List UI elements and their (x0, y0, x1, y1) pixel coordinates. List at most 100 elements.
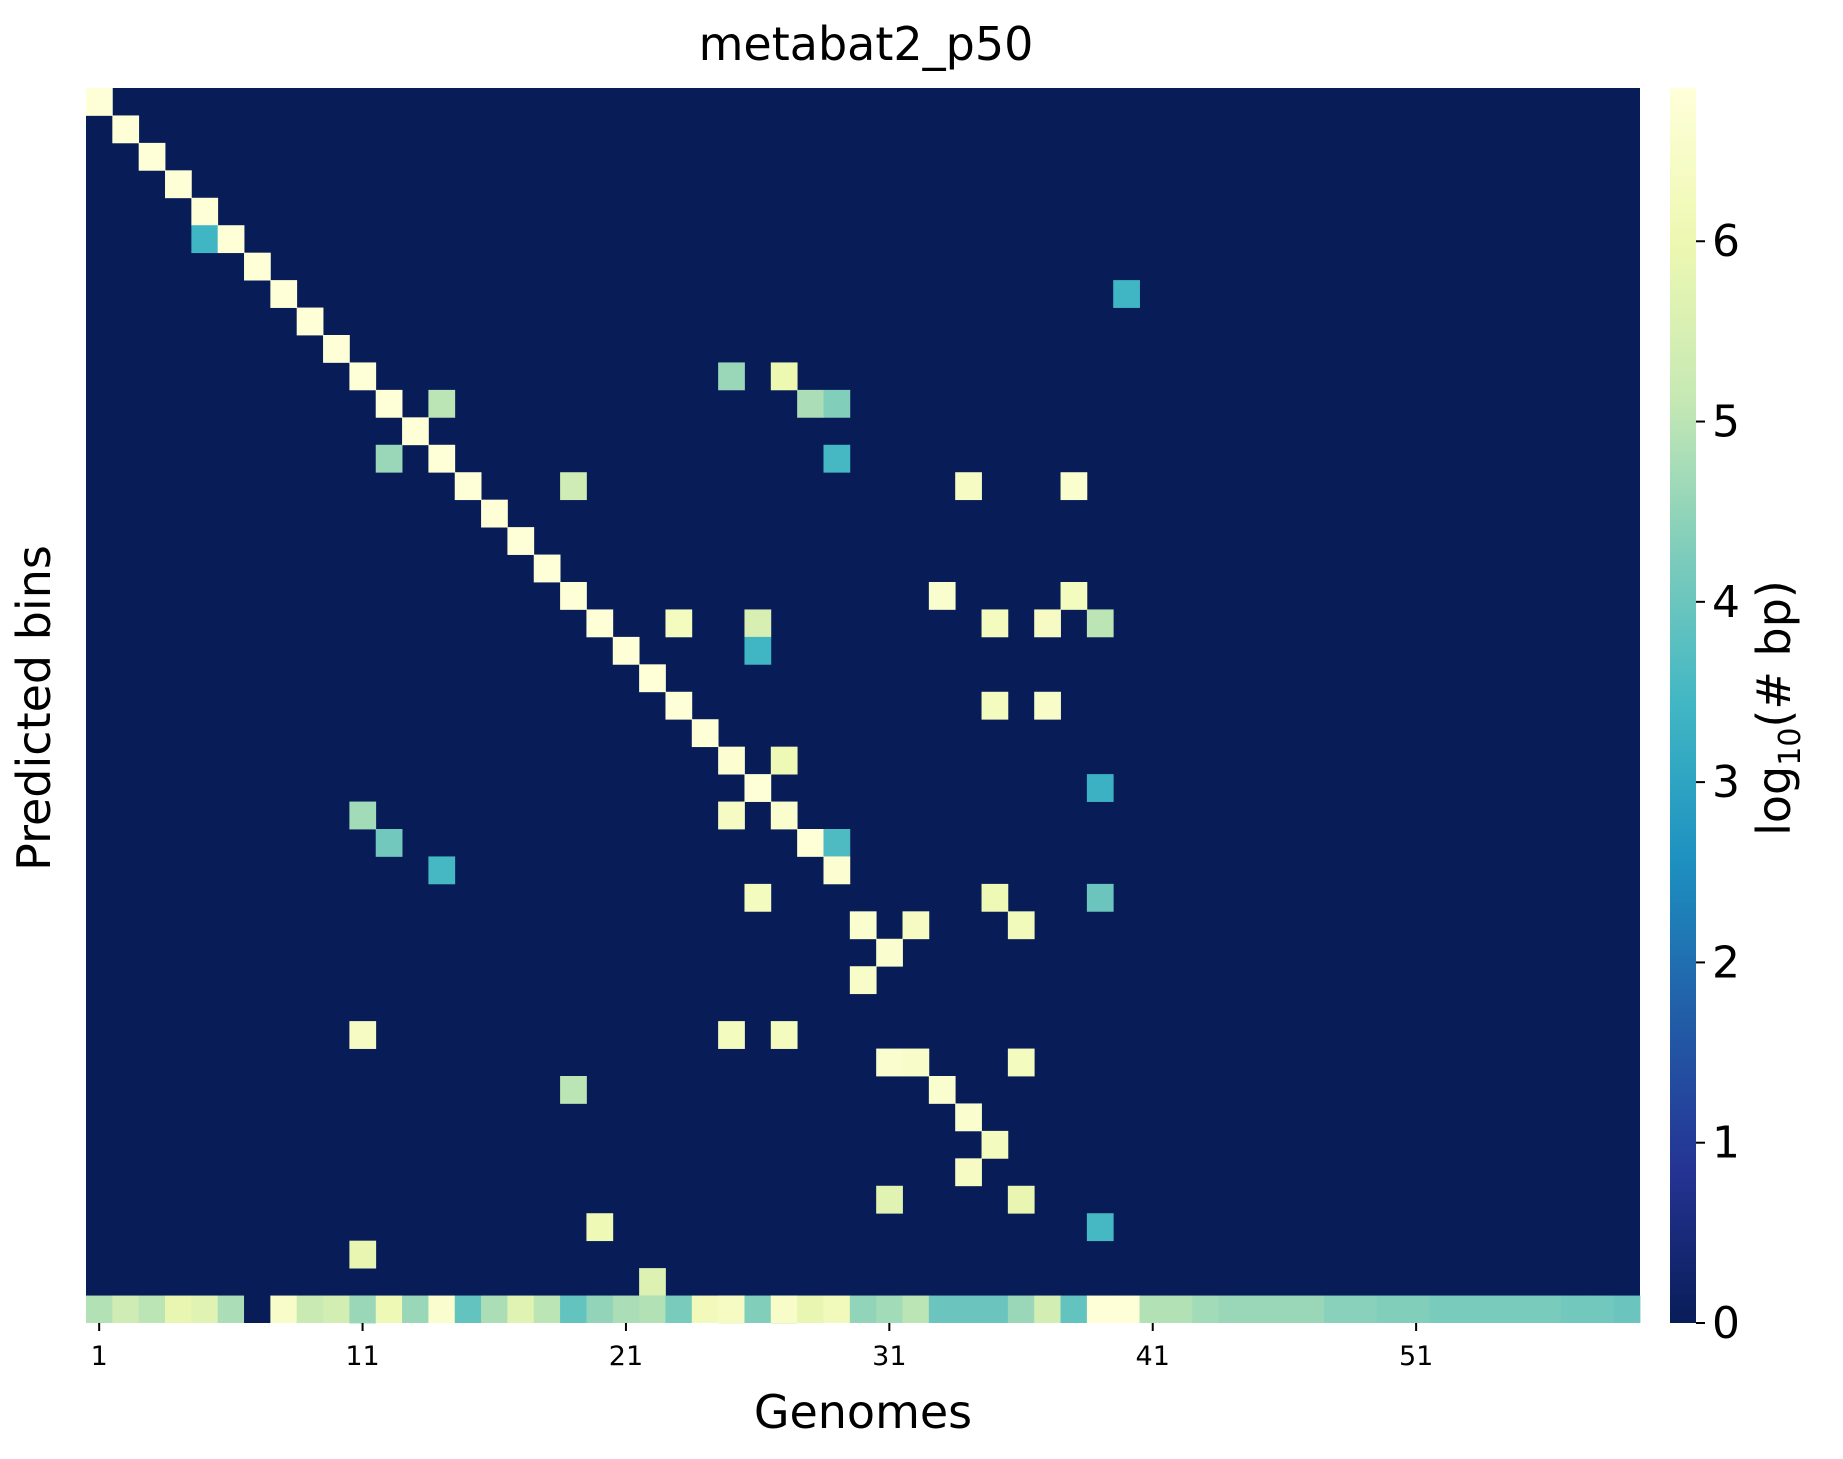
heatmap-cell (612, 636, 640, 665)
heatmap-cell (349, 1240, 377, 1269)
heatmap-cell (718, 746, 745, 775)
heatmap-plot-area (86, 88, 1641, 1324)
heatmap-cell (797, 829, 824, 857)
heatmap-cell (876, 1185, 903, 1214)
heatmap-cell (718, 1021, 745, 1049)
heatmap-cell-unbinned (244, 1295, 271, 1323)
heatmap-cell-unbinned (428, 1295, 456, 1323)
heatmap-cell (639, 664, 666, 693)
colorbar-label-base: log (1747, 766, 1801, 836)
heatmap-cell (744, 774, 772, 802)
heatmap-cell (428, 856, 456, 885)
heatmap-cell (349, 362, 377, 391)
heatmap-cell (560, 1076, 587, 1104)
heatmap-cell-unbinned (1402, 1295, 1430, 1323)
heatmap-cell (1086, 1213, 1114, 1242)
heatmap-cell (639, 1268, 666, 1296)
heatmap-cell-unbinned (481, 1295, 508, 1323)
heatmap-cell (770, 746, 798, 775)
heatmap-cell-unbinned (138, 1295, 166, 1323)
heatmap-cell-unbinned (849, 1295, 877, 1323)
heatmap-cell (86, 88, 113, 116)
heatmap-cell (1086, 883, 1114, 912)
x-tick-label: 51 (1399, 1341, 1433, 1372)
heatmap-cell (718, 801, 745, 830)
x-axis-ticks: 1 11 21 31 41 51 (91, 1323, 1433, 1372)
heatmap-cell (560, 582, 587, 610)
colorbar-tick-label: 3 (1712, 757, 1740, 808)
heatmap-cell-unbinned (955, 1295, 982, 1323)
x-tick-label: 31 (872, 1341, 906, 1372)
heatmap-cell-unbinned (639, 1295, 666, 1323)
heatmap-cell-unbinned (665, 1295, 693, 1323)
heatmap-cell-unbinned (1481, 1295, 1509, 1323)
heatmap-cell-unbinned (191, 1295, 219, 1323)
heatmap-cell (955, 472, 982, 501)
heatmap-cell-unbinned (1244, 1295, 1272, 1323)
heatmap-cell-unbinned (1455, 1295, 1483, 1323)
heatmap-cell-unbinned (1350, 1295, 1378, 1323)
heatmap-cell-unbinned (1139, 1295, 1167, 1323)
heatmap-cell (323, 335, 350, 363)
colorbar-label-subscript: 10 (1773, 728, 1808, 766)
heatmap-cell (1034, 609, 1061, 638)
heatmap-cell (586, 1213, 614, 1242)
heatmap-cell-unbinned (1086, 1295, 1114, 1323)
heatmap-cell-unbinned (1165, 1295, 1193, 1323)
heatmap-cell (849, 911, 877, 940)
heatmap-cell (744, 609, 772, 638)
heatmap-cell (481, 499, 508, 528)
heatmap-cell (375, 829, 403, 857)
heatmap-cell-unbinned (981, 1295, 1009, 1323)
heatmap-cell-unbinned (1587, 1295, 1615, 1323)
heatmap-cell (270, 280, 298, 308)
heatmap-cell-unbinned (1007, 1295, 1035, 1323)
heatmap-cell-unbinned (86, 1295, 113, 1323)
colorbar-tick-label: 4 (1712, 577, 1740, 628)
x-tick-label: 21 (609, 1341, 643, 1372)
colorbar-tick-label: 6 (1712, 216, 1740, 267)
heatmap-cell (349, 1021, 377, 1049)
heatmap-cell (770, 1021, 798, 1049)
heatmap-cell (586, 609, 614, 638)
heatmap-cell (560, 472, 587, 501)
heatmap-background (86, 88, 1640, 1323)
heatmap-cell (428, 389, 456, 418)
heatmap-cell-unbinned (876, 1295, 903, 1323)
heatmap-cell-unbinned (217, 1295, 245, 1323)
heatmap-cell-unbinned (270, 1295, 298, 1323)
heatmap-cell (1086, 609, 1114, 638)
heatmap-cell (1034, 691, 1061, 720)
heatmap-cell (191, 197, 219, 226)
heatmap-cell (428, 444, 456, 473)
heatmap-cell (770, 801, 798, 830)
heatmap-cell-unbinned (560, 1295, 587, 1323)
heatmap-cell (1007, 1048, 1035, 1077)
heatmap-cell-unbinned (797, 1295, 824, 1323)
heatmap-cell (112, 115, 140, 144)
heatmap-cell-unbinned (612, 1295, 640, 1323)
heatmap-cell (217, 225, 245, 254)
heatmap-cell-unbinned (1218, 1295, 1246, 1323)
heatmap-cell (718, 362, 745, 391)
heatmap-cell (902, 911, 930, 940)
heatmap-cell-unbinned (296, 1295, 324, 1323)
heatmap-cell (849, 966, 877, 995)
heatmap-cell-unbinned (507, 1295, 535, 1323)
heatmap-cell (981, 609, 1009, 638)
colorbar: 0 1 2 3 4 5 6 (1670, 88, 1740, 1349)
heatmap-cell-unbinned (691, 1295, 719, 1323)
heatmap-cell-unbinned (1297, 1295, 1325, 1323)
heatmap-cell (349, 801, 377, 830)
heatmap-cell (1086, 774, 1114, 802)
colorbar-tick-label: 2 (1712, 937, 1740, 988)
heatmap-cell (823, 856, 851, 885)
heatmap-cell (138, 142, 166, 171)
heatmap-cell (1007, 911, 1035, 940)
heatmap-cell-unbinned (1034, 1295, 1061, 1323)
heatmap-cell (296, 307, 324, 336)
heatmap-cell (665, 691, 693, 720)
heatmap-cell-unbinned (454, 1295, 482, 1323)
heatmap-cell-unbinned (323, 1295, 350, 1323)
heatmap-cell (402, 417, 429, 446)
